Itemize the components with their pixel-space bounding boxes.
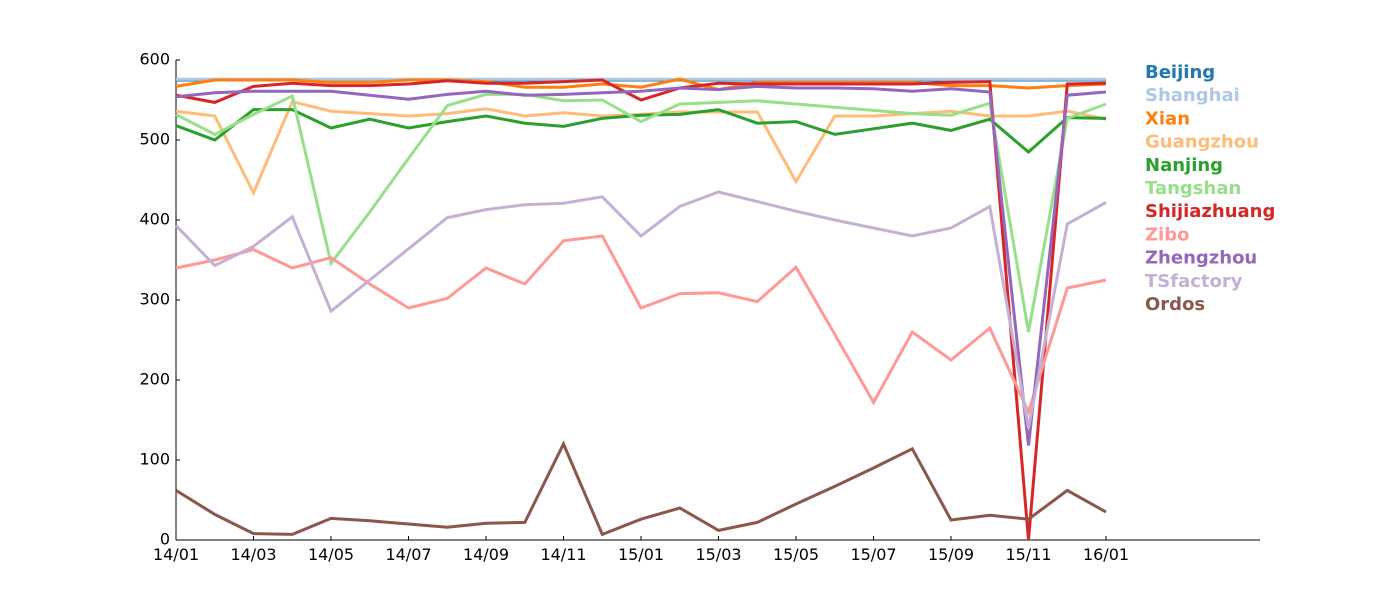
x-tick-label: 15/07 bbox=[850, 545, 896, 564]
series-line-tsfactory bbox=[174, 190, 1107, 429]
x-tick-label: 15/03 bbox=[695, 545, 741, 564]
legend-entry-tangshan: Tangshan bbox=[1145, 178, 1241, 199]
x-tick-label: 15/09 bbox=[928, 545, 974, 564]
series-line-xian bbox=[175, 77, 1107, 92]
series-layer bbox=[174, 77, 1107, 541]
legend-entry-shijiazhuang: Shijiazhuang bbox=[1145, 201, 1275, 222]
y-tick-label: 0 bbox=[160, 530, 170, 549]
legend-entry-nanjing: Nanjing bbox=[1145, 155, 1223, 176]
x-tick-label: 14/05 bbox=[308, 545, 354, 564]
y-tick-label: 200 bbox=[139, 370, 170, 389]
legend-entry-xian: Xian bbox=[1145, 108, 1190, 129]
series-line-nanjing bbox=[175, 108, 1107, 154]
x-tick-label: 15/01 bbox=[618, 545, 664, 564]
series-line-ordos bbox=[175, 440, 1107, 537]
x-tick-label: 14/07 bbox=[385, 545, 431, 564]
y-tick-label: 500 bbox=[139, 130, 170, 149]
legend-entry-guangzhou: Guangzhou bbox=[1145, 132, 1259, 153]
legend-entry-zibo: Zibo bbox=[1145, 224, 1189, 245]
legend-entry-beijing: Beijing bbox=[1145, 62, 1215, 83]
y-tick-label: 100 bbox=[139, 450, 170, 469]
x-tick-label: 14/11 bbox=[540, 545, 586, 564]
series-line-zhengzhou bbox=[175, 84, 1107, 446]
x-tick-label: 14/01 bbox=[153, 545, 199, 564]
series-line-tangshan bbox=[175, 92, 1107, 333]
series-line-zibo bbox=[175, 234, 1107, 417]
legend-entry-ordos: Ordos bbox=[1145, 294, 1205, 315]
legend-entry-zhengzhou: Zhengzhou bbox=[1145, 248, 1257, 269]
y-tick-label: 300 bbox=[139, 290, 170, 309]
y-tick-label: 400 bbox=[139, 210, 170, 229]
series-line-shijiazhuang bbox=[175, 78, 1107, 541]
x-tick-label: 14/03 bbox=[230, 545, 276, 564]
axes: 0 100 200 300 400 500 600 14/01 14/03 14/05 14/07 1… bbox=[139, 50, 1260, 564]
legend-entry-shanghai: Shanghai bbox=[1145, 85, 1240, 106]
x-tick-label: 16/01 bbox=[1083, 545, 1129, 564]
x-tick-label: 15/11 bbox=[1005, 545, 1051, 564]
legend-entry-tsfactory: TSfactory bbox=[1145, 271, 1243, 292]
x-tick-label: 15/05 bbox=[773, 545, 819, 564]
y-tick-label: 600 bbox=[139, 50, 170, 69]
x-tick-label: 14/09 bbox=[463, 545, 509, 564]
